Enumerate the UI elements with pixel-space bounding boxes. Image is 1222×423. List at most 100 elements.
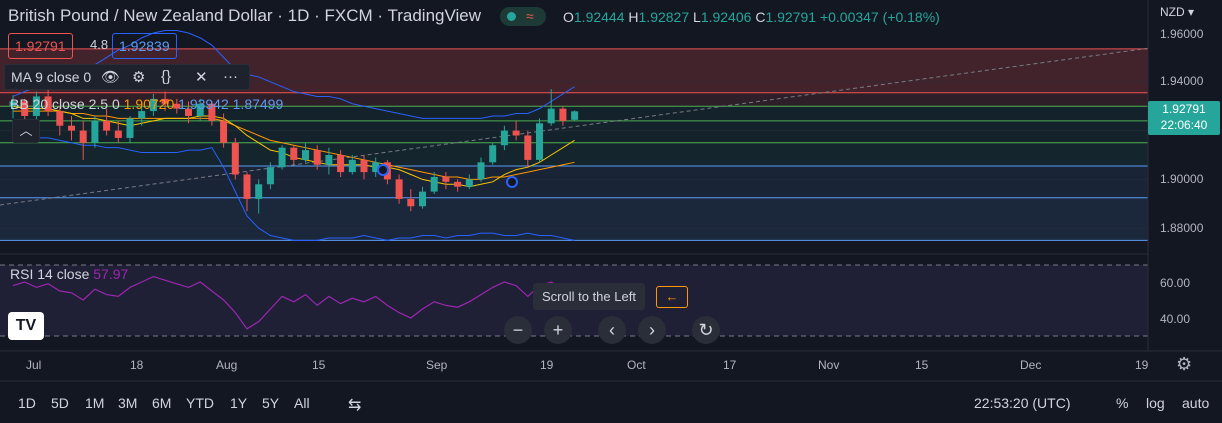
candle	[465, 174, 473, 190]
fib-zone	[0, 197, 1148, 241]
time-label: Oct	[627, 358, 646, 372]
candle	[559, 106, 567, 126]
minus-icon: −	[512, 320, 524, 340]
time-label: 15	[915, 358, 929, 372]
zoom-in-button[interactable]: +	[544, 316, 572, 344]
more-icon[interactable]: ···	[223, 68, 238, 85]
zoom-out-button[interactable]: −	[504, 316, 532, 344]
utc-clock[interactable]: 22:53:20 (UTC)	[974, 395, 1071, 411]
reset-icon: ↻	[698, 320, 714, 340]
fib-zone	[0, 120, 1148, 143]
candle	[173, 98, 181, 114]
bb-upper-value: 1.93942	[178, 96, 229, 112]
bb-upper-line	[12, 30, 575, 119]
candle	[196, 98, 204, 121]
close-icon[interactable]: ✕	[195, 69, 208, 86]
price-label: 1.88000	[1160, 221, 1204, 235]
ma-legend[interactable]: MA 9 close 0 👁 ⚙ {} ✕ ···	[4, 64, 250, 90]
event-marker[interactable]	[506, 176, 518, 188]
candle	[231, 137, 239, 180]
gear-icon[interactable]: ⚙	[1176, 354, 1193, 374]
candle	[68, 115, 75, 141]
candle	[360, 155, 368, 180]
rsi-axis-label: 60.00	[1160, 276, 1191, 290]
candle	[44, 86, 52, 116]
time-label: Aug	[216, 358, 238, 372]
market-open-icon	[507, 12, 516, 21]
collapse-legend-button[interactable]: ︿	[12, 119, 40, 143]
timeframe-3m[interactable]: 3M	[118, 395, 138, 411]
candle	[395, 174, 403, 204]
scroll-tooltip: Scroll to the Left	[533, 283, 645, 310]
candle	[536, 118, 543, 163]
candle	[103, 108, 111, 136]
candle	[79, 120, 87, 160]
timeframe-1y[interactable]: 1Y	[230, 395, 248, 411]
buy-button[interactable]: 1.92839	[112, 33, 177, 59]
candle	[325, 147, 333, 175]
currency-selector[interactable]: NZD ▾	[1160, 5, 1195, 19]
eye-icon[interactable]: 👁	[101, 69, 121, 86]
percent-toggle[interactable]: %	[1116, 395, 1129, 411]
spread-value: 4.8	[90, 37, 109, 52]
log-toggle[interactable]: log	[1146, 395, 1165, 411]
timeframe-5y[interactable]: 5Y	[262, 395, 280, 411]
price-label: 1.94000	[1160, 74, 1204, 88]
chevron-right-icon: ›	[649, 320, 655, 340]
scroll-right-button[interactable]: ›	[638, 316, 666, 344]
time-label: 19	[540, 358, 554, 372]
candle	[9, 95, 17, 119]
price-label: 1.96000	[1160, 27, 1204, 41]
candle	[512, 120, 520, 141]
candle	[302, 142, 309, 163]
market-status-toggle[interactable]: ≈	[500, 7, 546, 26]
braces-icon[interactable]: {}	[161, 68, 172, 85]
scroll-left-button[interactable]: ‹	[598, 316, 626, 344]
time-label: Dec	[1020, 358, 1042, 372]
gear-icon[interactable]: ⚙	[132, 69, 146, 86]
rsi-axis-label: 40.00	[1160, 312, 1191, 326]
candle	[500, 125, 508, 151]
candle	[547, 89, 555, 126]
timeframe-all[interactable]: All	[294, 395, 310, 411]
auto-toggle[interactable]: auto	[1182, 395, 1210, 411]
sell-button[interactable]: 1.92791	[8, 33, 73, 59]
timeframe-ytd[interactable]: YTD	[186, 395, 214, 411]
fib-zone	[0, 92, 1148, 107]
price-label: 1.90000	[1160, 172, 1204, 186]
timeframe-6m[interactable]: 6M	[152, 395, 172, 411]
event-marker[interactable]	[377, 164, 389, 176]
timeframe-1d[interactable]: 1D	[18, 395, 36, 411]
candle	[278, 145, 286, 170]
rsi-line	[12, 275, 575, 330]
compare-icon[interactable]: ⇆	[348, 397, 362, 414]
candle	[571, 110, 579, 121]
candle	[372, 157, 380, 177]
symbol-title[interactable]: British Pound / New Zealand Dollar · 1D …	[8, 6, 482, 25]
tradingview-logo-icon[interactable]: TV	[8, 312, 44, 340]
rsi-legend[interactable]: RSI 14 close 57.97	[10, 266, 129, 282]
candle	[255, 179, 263, 214]
candle	[149, 94, 157, 116]
fib-zone	[0, 142, 1148, 166]
tooltip-shortcut: ←	[656, 286, 688, 308]
bb-legend[interactable]: BB 20 close 2.5 0 1.90720 1.93942 1.8749…	[10, 96, 284, 112]
candle	[243, 172, 251, 212]
candle	[313, 145, 321, 170]
candle	[454, 179, 462, 192]
trend-line[interactable]	[0, 47, 1151, 206]
bb-basis-value: 1.90720	[123, 96, 175, 112]
candle	[477, 157, 485, 182]
candle	[266, 162, 274, 190]
rsi-value: 57.97	[93, 266, 129, 282]
time-label: 18	[130, 358, 144, 372]
timeframe-5d[interactable]: 5D	[51, 395, 69, 411]
candle	[161, 91, 169, 112]
candle	[489, 142, 497, 165]
reset-chart-button[interactable]: ↻	[692, 316, 720, 344]
timeframe-1m[interactable]: 1M	[85, 395, 105, 411]
candle	[430, 172, 438, 195]
plus-icon: +	[552, 320, 564, 340]
time-label: 19	[1135, 358, 1149, 372]
